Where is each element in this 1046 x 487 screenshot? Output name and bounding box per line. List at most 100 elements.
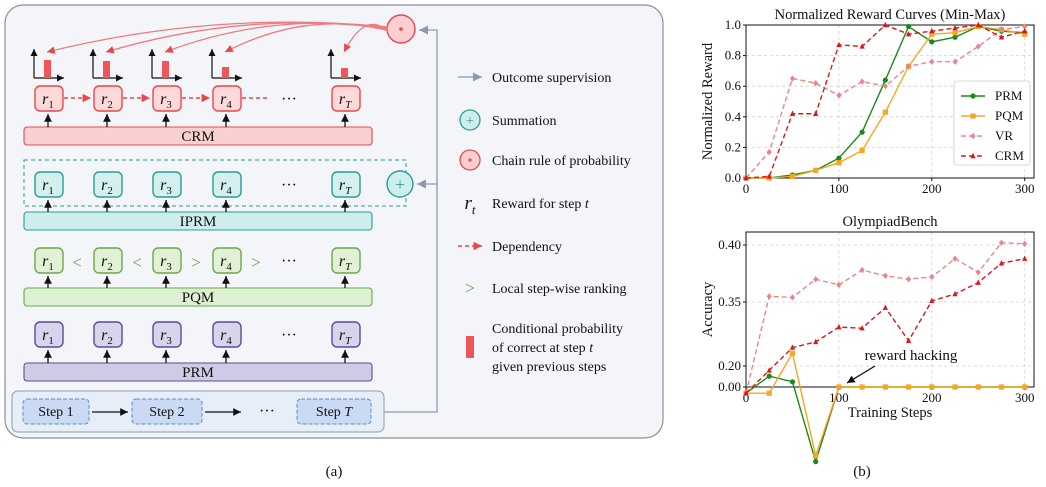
- crm-reward-label: r1: [42, 91, 54, 111]
- data-point-vr: [789, 294, 796, 301]
- x-tick-label: 0: [743, 181, 750, 196]
- iprm-reward-label: r1: [42, 177, 54, 197]
- data-point-crm: [1022, 27, 1028, 34]
- data-point-crm: [975, 21, 981, 28]
- conditional-prob-mini-chart: [208, 49, 242, 82]
- prm-reward-label: r3: [160, 327, 172, 347]
- data-point-vr: [905, 63, 912, 70]
- steps-ellipsis: ···: [259, 403, 275, 420]
- data-point-crm: [952, 290, 958, 297]
- pqm-rank-symbol: <: [132, 253, 142, 272]
- data-point-crm: [859, 43, 865, 49]
- pqm-model-bar: [23, 287, 373, 307]
- x-axis-label: Training Steps: [848, 405, 933, 421]
- data-point-vr: [952, 255, 958, 262]
- conditional-prob-mini-chart: [89, 49, 123, 82]
- data-point-vr: [766, 293, 772, 300]
- data-point-prm: [859, 129, 865, 135]
- step-box: [131, 398, 203, 425]
- data-point-pqm: [929, 384, 935, 390]
- summation-node: [386, 170, 414, 198]
- crm-reward-box: [34, 85, 64, 112]
- step-label: Step 1: [38, 405, 73, 420]
- prm-model-label: PRM: [182, 365, 214, 381]
- data-point-vr: [905, 276, 912, 283]
- chart-legend: PRM PQM VR CRM: [953, 80, 1031, 166]
- data-point-prm: [789, 379, 796, 385]
- legend-dependency-text: Dependency: [492, 240, 562, 255]
- pqm-reward-label: r3: [160, 253, 172, 273]
- y-axis-label: Normalized Reward: [700, 42, 716, 160]
- legend-marker-pqm: [970, 113, 976, 119]
- prm-model-bar: [23, 362, 373, 382]
- pqm-rank-symbol: >: [191, 253, 201, 272]
- data-point-pqm: [859, 384, 865, 390]
- x-tick-label: 0: [743, 390, 750, 405]
- data-point-pqm: [1022, 31, 1028, 37]
- crm-reward-label: rT: [339, 91, 352, 111]
- data-point-vr: [1022, 23, 1028, 30]
- data-point-prm: [836, 155, 842, 161]
- step-label: Step T: [316, 405, 353, 420]
- plot-frame: [745, 24, 1035, 179]
- iprm-reward-box: [93, 171, 123, 198]
- conditional-prob-bar: [103, 61, 110, 78]
- legend-conditional-icon: [466, 336, 474, 358]
- data-point-pqm: [766, 390, 772, 396]
- legend-cond-line3: given previous steps: [492, 360, 606, 375]
- y-tick-label: 0.00: [718, 379, 741, 394]
- legend-label-pqm: PQM: [995, 108, 1024, 123]
- iprm-model-bar: [23, 211, 373, 231]
- prm-reward-label: rT: [339, 327, 352, 347]
- y-axis-label: Accuracy: [700, 281, 716, 337]
- crm-model-bar: [23, 126, 373, 146]
- conditional-prob-mini-chart: [30, 49, 64, 82]
- data-point-vr: [975, 269, 981, 276]
- data-point-vr: [789, 75, 796, 82]
- data-point-vr: [813, 79, 819, 87]
- captions: (a) (b): [326, 464, 871, 480]
- iprm-dashed-frame: [23, 159, 407, 207]
- data-point-pqm: [929, 31, 935, 37]
- data-point-crm: [905, 30, 912, 37]
- step-box: [22, 398, 90, 425]
- series-line-vr: [745, 242, 1025, 394]
- legend-reward-symbol: rt: [465, 193, 476, 217]
- data-point-crm: [836, 41, 842, 48]
- data-point-prm: [929, 39, 935, 45]
- legend-ranking-text: Local step-wise ranking: [492, 282, 627, 297]
- chain-rule-dot: [399, 27, 403, 31]
- pqm-reward-box: [152, 247, 182, 274]
- data-point-crm: [1022, 255, 1028, 261]
- legend-frame: [953, 80, 1031, 166]
- legend-cond-line1: Conditional probability: [492, 322, 623, 337]
- iprm-reward-label: r2: [101, 177, 113, 197]
- prm-reward-box: [212, 321, 242, 348]
- crm-reward-label: r3: [160, 91, 172, 111]
- prm-ellipsis: ···: [281, 327, 297, 344]
- prm-reward-box: [331, 321, 361, 348]
- pqm-reward-label: r1: [42, 253, 54, 273]
- pqm-reward-label: r4: [220, 253, 232, 273]
- legend-chain-text: Chain rule of probability: [492, 154, 631, 169]
- data-point-crm: [882, 21, 888, 28]
- y-tick-label: 0.40: [718, 237, 741, 252]
- pqm-reward-box: [93, 247, 123, 274]
- y-tick-label: 0.4: [725, 109, 742, 124]
- pqm-rank-symbol: <: [72, 253, 82, 272]
- crm-reward-box: [212, 85, 242, 112]
- data-point-vr: [929, 58, 935, 65]
- conditional-prob-bar: [44, 60, 51, 78]
- chart-title: Normalized Reward Curves (Min-Max): [775, 7, 1006, 23]
- conditional-prob-bar: [162, 61, 169, 78]
- x-tick-label: 300: [1015, 181, 1035, 196]
- data-point-pqm: [882, 109, 888, 115]
- panel-a: CRM r1 r2 r3 r4 rT ··· IPRM r1 r2 r3 r4 rT ··· PQM r1 r2…: [4, 4, 664, 439]
- data-point-vr: [929, 273, 935, 281]
- iprm-model-label: IPRM: [180, 214, 217, 230]
- prm-reward-box: [34, 321, 64, 348]
- pqm-reward-box: [34, 247, 64, 274]
- pqm-rank-symbol: >: [251, 253, 261, 272]
- data-point-crm: [836, 323, 842, 330]
